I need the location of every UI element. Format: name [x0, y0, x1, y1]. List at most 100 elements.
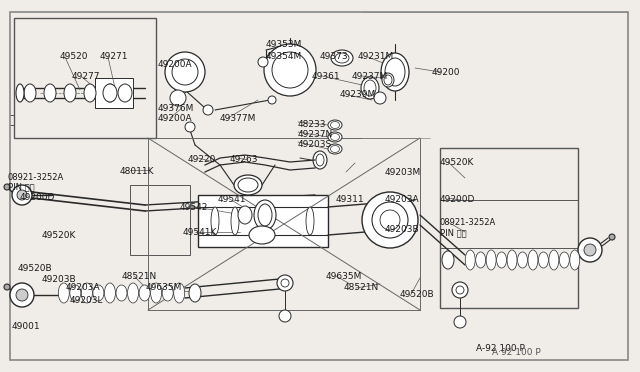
Text: PIN ピン: PIN ピン	[440, 228, 467, 237]
Text: 08921-3252A: 08921-3252A	[440, 218, 496, 227]
Text: 49635M: 49635M	[326, 272, 362, 281]
Text: 49237N: 49237N	[298, 130, 333, 139]
Text: 49203B: 49203B	[42, 275, 77, 284]
Ellipse shape	[116, 285, 127, 301]
Ellipse shape	[103, 84, 117, 102]
Bar	[95, 78, 133, 108]
Text: 49001: 49001	[12, 322, 40, 331]
Circle shape	[584, 244, 596, 256]
Ellipse shape	[139, 285, 150, 301]
Ellipse shape	[104, 84, 116, 102]
Ellipse shape	[306, 207, 314, 235]
Circle shape	[4, 184, 10, 190]
Circle shape	[281, 279, 289, 287]
Text: 48011K: 48011K	[120, 167, 154, 176]
Text: 49203S: 49203S	[298, 140, 332, 149]
Ellipse shape	[518, 252, 527, 268]
Ellipse shape	[58, 283, 69, 303]
Circle shape	[272, 52, 308, 88]
Circle shape	[372, 202, 408, 238]
Ellipse shape	[374, 92, 386, 104]
Circle shape	[203, 105, 213, 115]
Text: 49377M: 49377M	[220, 114, 257, 123]
Circle shape	[258, 57, 268, 67]
Ellipse shape	[258, 204, 272, 226]
Ellipse shape	[162, 285, 173, 301]
Ellipse shape	[238, 206, 252, 224]
Circle shape	[165, 52, 205, 92]
Text: PIN ピン: PIN ピン	[8, 182, 35, 191]
Circle shape	[185, 122, 195, 132]
Circle shape	[268, 96, 276, 104]
Ellipse shape	[238, 178, 258, 192]
Text: 49354M: 49354M	[266, 52, 302, 61]
Circle shape	[277, 275, 293, 291]
Ellipse shape	[381, 53, 409, 91]
Text: 49237M: 49237M	[352, 72, 388, 81]
Circle shape	[170, 90, 186, 106]
Text: 49203L: 49203L	[70, 296, 104, 305]
Ellipse shape	[335, 53, 349, 63]
Ellipse shape	[361, 77, 379, 99]
Text: 49200: 49200	[432, 68, 461, 77]
Text: 49263: 49263	[230, 155, 259, 164]
Ellipse shape	[70, 285, 81, 301]
Text: 49542: 49542	[180, 203, 209, 212]
Text: 48233: 48233	[298, 120, 326, 129]
Ellipse shape	[211, 207, 219, 235]
Ellipse shape	[231, 207, 239, 235]
Ellipse shape	[104, 283, 115, 303]
Circle shape	[172, 59, 198, 85]
Circle shape	[456, 286, 464, 294]
Ellipse shape	[150, 283, 162, 303]
Ellipse shape	[384, 75, 392, 85]
Text: 49311: 49311	[336, 195, 365, 204]
Ellipse shape	[328, 132, 342, 142]
Circle shape	[578, 238, 602, 262]
Ellipse shape	[364, 80, 376, 96]
Text: 49520: 49520	[60, 52, 88, 61]
Text: 49361: 49361	[312, 72, 340, 81]
Ellipse shape	[330, 145, 339, 153]
Bar	[130, 185, 190, 255]
Ellipse shape	[173, 283, 185, 303]
Text: 49520B: 49520B	[18, 264, 52, 273]
Ellipse shape	[16, 84, 24, 102]
Circle shape	[10, 283, 34, 307]
Ellipse shape	[465, 250, 475, 270]
Text: 49231M: 49231M	[358, 52, 394, 61]
Text: 49239M: 49239M	[340, 90, 376, 99]
Circle shape	[17, 190, 27, 200]
Text: 49203B: 49203B	[385, 225, 420, 234]
Text: 49203M: 49203M	[385, 168, 421, 177]
Text: 49203A: 49203A	[385, 195, 420, 204]
Ellipse shape	[331, 50, 353, 66]
Text: 48521N: 48521N	[122, 272, 157, 281]
Circle shape	[380, 210, 400, 230]
Ellipse shape	[328, 144, 342, 154]
Ellipse shape	[385, 58, 405, 86]
Text: 49635M: 49635M	[146, 283, 182, 292]
Text: 48521N: 48521N	[344, 283, 380, 292]
Text: 49203A: 49203A	[66, 283, 100, 292]
Text: 49520B: 49520B	[400, 290, 435, 299]
Ellipse shape	[549, 250, 559, 270]
Ellipse shape	[127, 283, 138, 303]
Circle shape	[4, 284, 10, 290]
Text: 49376M: 49376M	[158, 104, 195, 113]
Circle shape	[609, 234, 615, 240]
Ellipse shape	[316, 154, 324, 166]
Ellipse shape	[497, 252, 506, 268]
Bar	[440, 148, 578, 308]
Text: 49541K: 49541K	[183, 228, 218, 237]
Circle shape	[279, 310, 291, 322]
Text: 49541: 49541	[218, 195, 246, 204]
Text: 49200A: 49200A	[158, 60, 193, 69]
Ellipse shape	[507, 250, 517, 270]
Ellipse shape	[313, 151, 327, 169]
Ellipse shape	[234, 175, 262, 195]
Text: 49220: 49220	[188, 155, 216, 164]
Text: 49520K: 49520K	[440, 158, 474, 167]
Bar	[14, 18, 156, 138]
Ellipse shape	[254, 200, 276, 230]
